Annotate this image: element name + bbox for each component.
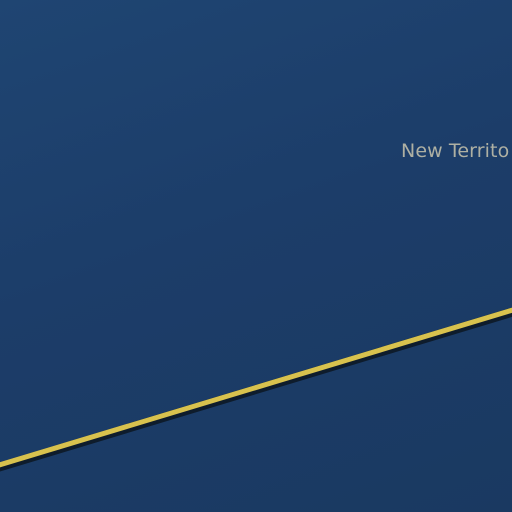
region-label-new-territories: New Territo xyxy=(401,140,510,162)
highway-road xyxy=(0,307,512,468)
